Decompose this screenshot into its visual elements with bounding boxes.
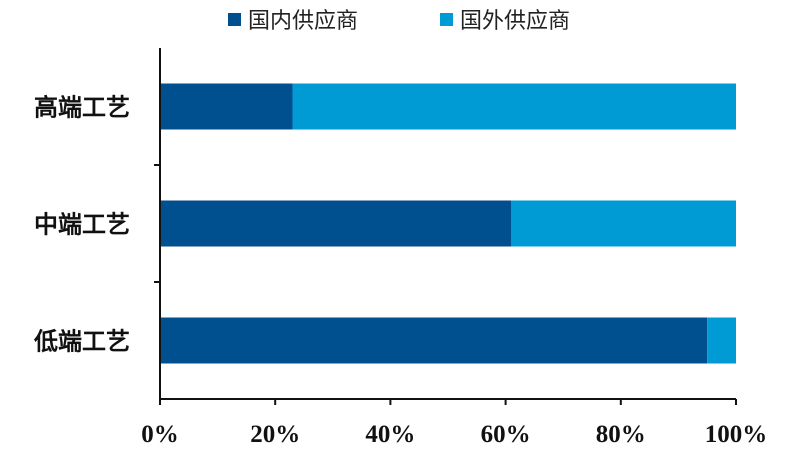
x-tick-label: 0%	[141, 421, 179, 448]
bar-domestic-0	[160, 83, 293, 130]
x-tick-label: 20%	[250, 421, 300, 448]
bar-foreign-1	[511, 200, 736, 247]
legend-swatch-1	[440, 13, 453, 26]
bar-foreign-2	[707, 317, 736, 364]
category-label: 中端工艺	[34, 211, 130, 239]
bar-foreign-0	[292, 83, 736, 130]
x-tick-label: 40%	[365, 421, 415, 448]
x-tick-label: 80%	[596, 421, 646, 448]
bar-domestic-1	[160, 200, 512, 247]
category-label: 低端工艺	[33, 328, 130, 356]
legend-swatch-0	[228, 13, 241, 26]
bars	[160, 83, 736, 364]
x-tick-label: 100%	[705, 421, 768, 448]
bar-domestic-2	[160, 317, 708, 364]
legend: 国内供应商 国外供应商	[228, 9, 570, 34]
legend-label-1: 国外供应商	[460, 9, 570, 34]
x-tick-label: 60%	[481, 421, 531, 448]
legend-label-0: 国内供应商	[248, 9, 358, 34]
category-label: 高端工艺	[34, 94, 130, 122]
